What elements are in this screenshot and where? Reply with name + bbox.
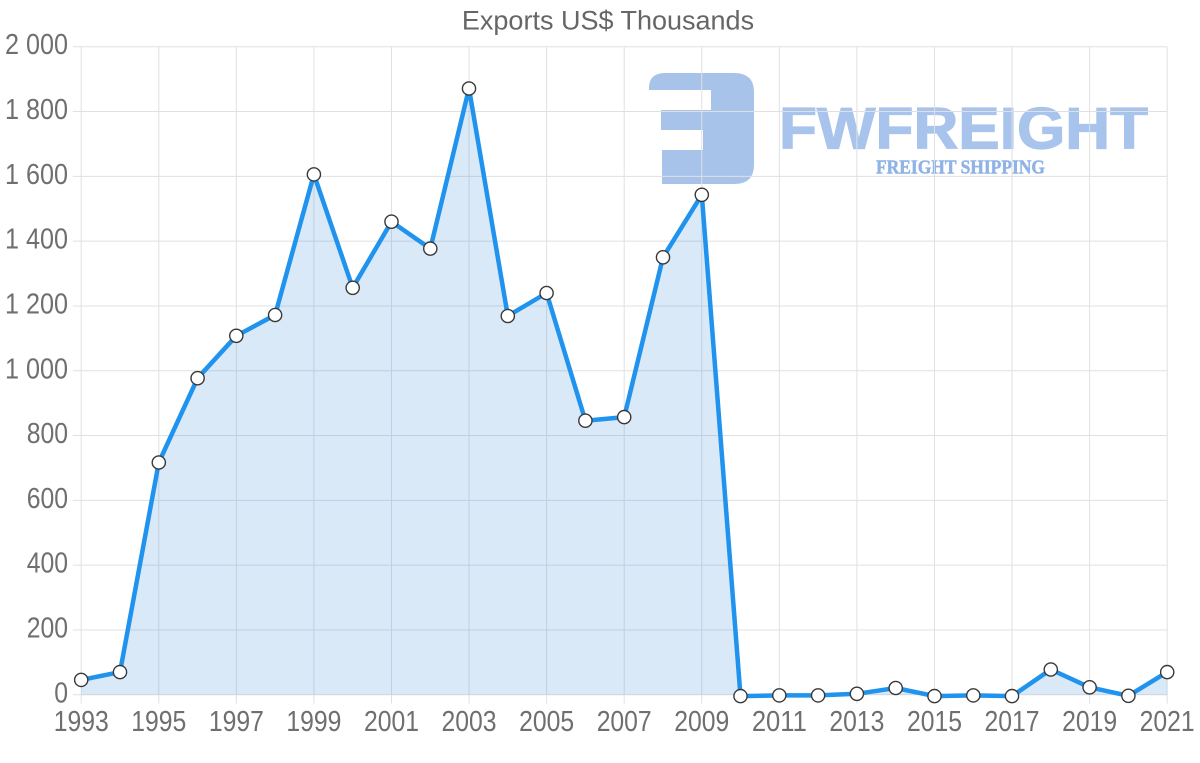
svg-text:2003: 2003 xyxy=(442,706,497,738)
svg-text:2007: 2007 xyxy=(597,706,652,738)
svg-text:2009: 2009 xyxy=(674,706,729,738)
svg-text:2011: 2011 xyxy=(752,706,807,738)
svg-text:2005: 2005 xyxy=(519,706,574,738)
svg-text:1 600: 1 600 xyxy=(5,159,68,191)
svg-text:Exports US$ Thousands: Exports US$ Thousands xyxy=(462,6,754,36)
svg-text:0: 0 xyxy=(54,677,68,709)
svg-text:200: 200 xyxy=(27,612,68,644)
svg-text:1 800: 1 800 xyxy=(5,94,68,126)
svg-text:1999: 1999 xyxy=(286,706,341,738)
svg-text:800: 800 xyxy=(27,418,68,450)
svg-text:1995: 1995 xyxy=(131,706,186,738)
svg-text:1 400: 1 400 xyxy=(5,224,68,256)
svg-text:2001: 2001 xyxy=(364,706,419,738)
svg-text:FREIGHT SHIPPING: FREIGHT SHIPPING xyxy=(876,157,1045,179)
svg-text:FWFREIGHT: FWFREIGHT xyxy=(779,97,1148,162)
svg-text:1993: 1993 xyxy=(54,706,109,738)
svg-text:2019: 2019 xyxy=(1062,706,1117,738)
svg-text:1 000: 1 000 xyxy=(5,353,68,385)
svg-text:2017: 2017 xyxy=(985,706,1040,738)
svg-text:2015: 2015 xyxy=(907,706,962,738)
svg-text:2013: 2013 xyxy=(829,706,884,738)
svg-text:2021: 2021 xyxy=(1140,706,1195,738)
svg-text:1997: 1997 xyxy=(209,706,264,738)
svg-text:600: 600 xyxy=(27,483,68,515)
svg-text:1 200: 1 200 xyxy=(5,288,68,320)
svg-text:2 000: 2 000 xyxy=(5,29,68,61)
svg-text:400: 400 xyxy=(27,548,68,580)
